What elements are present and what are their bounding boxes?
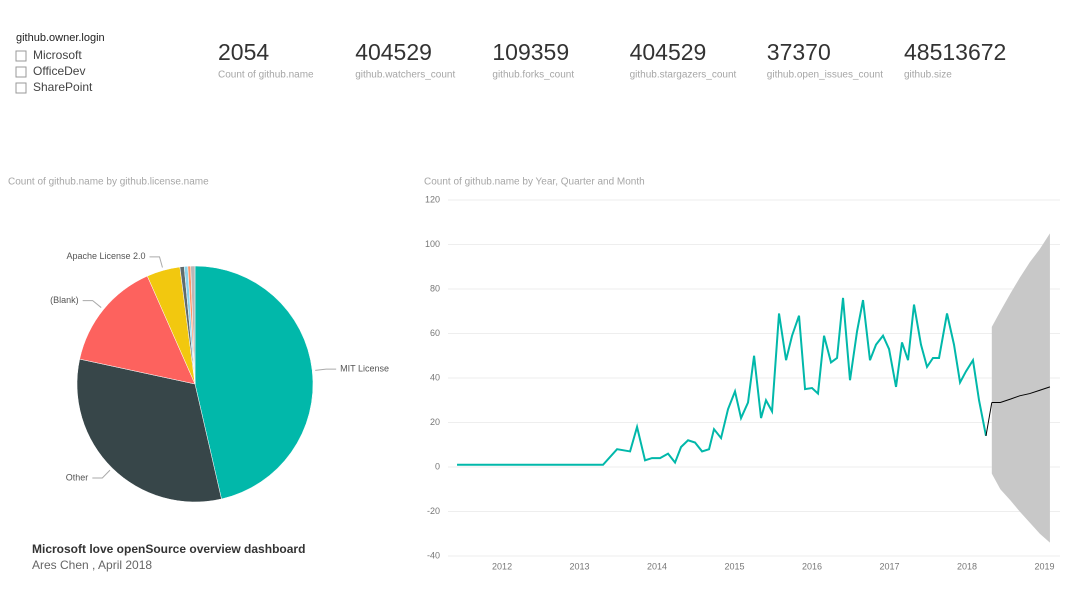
card-value: 48513672 [904, 39, 1006, 65]
slice-label: (Blank) [50, 295, 79, 305]
card-label: github.size [904, 70, 952, 81]
pie-slice [194, 265, 314, 500]
pie-slice [76, 358, 222, 503]
y-tick-label: 100 [425, 239, 440, 249]
pie-slice [79, 275, 196, 385]
y-tick-label: 40 [430, 372, 440, 382]
y-tick-label: 80 [430, 283, 440, 293]
leader-line [92, 469, 111, 479]
leader-line [149, 256, 163, 268]
slice-label: Other [66, 472, 89, 482]
forecast-band [991, 233, 1050, 543]
slicer-title: github.owner.login [16, 32, 105, 44]
x-tick-label: 2017 [880, 561, 900, 571]
slicer-item[interactable]: Microsoft [33, 48, 82, 62]
card-label: github.watchers_count [355, 70, 455, 81]
x-tick-label: 2015 [725, 561, 745, 571]
card-value: 109359 [492, 39, 569, 65]
pie-slice [190, 265, 196, 385]
card-label: Count of github.name [218, 70, 314, 81]
y-tick-label: 60 [430, 328, 440, 338]
chart-title: Count of github.name by github.license.n… [8, 177, 209, 188]
slice-label: MIT License [340, 363, 389, 373]
x-tick-label: 2014 [647, 561, 667, 571]
card-label: github.stargazers_count [630, 70, 737, 81]
card-value: 37370 [767, 39, 831, 65]
card-label: github.forks_count [492, 70, 574, 81]
y-tick-label: 20 [430, 417, 440, 427]
card-label: github.open_issues_count [767, 70, 883, 81]
card-value: 2054 [218, 39, 269, 65]
slice-label: Apache License 2.0 [66, 251, 145, 261]
slicer-item[interactable]: OfficeDev [33, 64, 85, 78]
forecast-connector [985, 402, 993, 436]
y-tick-label: -20 [427, 506, 440, 516]
slicer-item[interactable]: SharePoint [33, 80, 93, 94]
checkbox[interactable] [15, 66, 27, 78]
card-value: 404529 [630, 39, 707, 65]
x-tick-label: 2013 [570, 561, 590, 571]
y-tick-label: 120 [425, 194, 440, 204]
leader-line [315, 368, 337, 371]
x-tick-label: 2012 [492, 561, 512, 571]
checkbox[interactable] [15, 50, 27, 62]
leader-line [82, 300, 102, 308]
x-tick-label: 2019 [1034, 561, 1054, 571]
y-tick-label: 0 [435, 461, 440, 471]
footer-subtitle: Ares Chen , April 2018 [32, 558, 152, 572]
card-value: 404529 [355, 39, 432, 65]
forecast-line [991, 386, 1051, 403]
checkbox[interactable] [15, 82, 27, 94]
x-tick-label: 2018 [957, 561, 977, 571]
footer-title: Microsoft love openSource overview dashb… [32, 542, 305, 556]
chart-title: Count of github.name by Year, Quarter an… [424, 177, 645, 188]
x-tick-label: 2016 [802, 561, 822, 571]
y-tick-label: -40 [427, 550, 440, 560]
line-series [457, 297, 987, 466]
